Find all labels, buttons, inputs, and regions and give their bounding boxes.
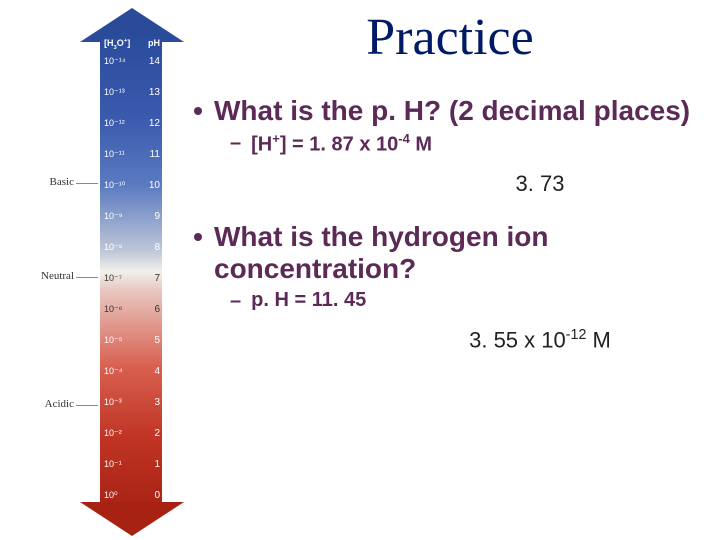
answer-1: 3. 73 bbox=[190, 171, 710, 197]
h3o-value: 10⁻⁶ bbox=[104, 304, 122, 315]
question-2-given: – p. H = 11. 45 bbox=[190, 289, 710, 313]
h3o-value: 10⁻³ bbox=[104, 397, 122, 408]
ph-value: 7 bbox=[154, 273, 160, 284]
ph-value: 2 bbox=[154, 428, 160, 439]
label-acidic: Acidic bbox=[8, 398, 74, 410]
scale-row: 10⁻¹¹ 11 bbox=[104, 149, 160, 160]
ph-value: 11 bbox=[150, 149, 160, 160]
slide-content: Practice What is the p. H? (2 decimal pl… bbox=[190, 8, 710, 378]
ph-value: 8 bbox=[154, 242, 160, 253]
h3o-value: 10⁻⁴ bbox=[104, 366, 123, 377]
scale-row: 10⁻² 2 bbox=[104, 428, 160, 439]
slide-title: Practice bbox=[190, 8, 710, 67]
question-1: What is the p. H? (2 decimal places) bbox=[190, 95, 710, 127]
ph-value: 10 bbox=[149, 180, 160, 191]
scale-row: 10⁻¹ 1 bbox=[104, 459, 160, 470]
scale-row: 10⁰ 0 bbox=[104, 490, 160, 501]
ph-value: 12 bbox=[149, 118, 160, 129]
bullet-icon bbox=[194, 107, 202, 115]
question-1-text: What is the p. H? (2 decimal places) bbox=[214, 95, 690, 127]
question-2: What is the hydrogen ion concentration? bbox=[190, 221, 710, 285]
h3o-value: 10⁻⁷ bbox=[104, 273, 122, 284]
ph-header: pH bbox=[148, 38, 160, 51]
ph-value: 0 bbox=[154, 490, 160, 501]
tick-basic bbox=[76, 183, 98, 184]
scale-row: 10⁻¹² 12 bbox=[104, 118, 160, 129]
label-neutral: Neutral bbox=[8, 270, 74, 282]
question-2-given-text: p. H = 11. 45 bbox=[251, 289, 366, 312]
h3o-header: [H3O+] bbox=[104, 38, 130, 51]
dash-icon: – bbox=[230, 131, 241, 155]
scale-row: 10⁻⁵ 5 bbox=[104, 335, 160, 346]
bullet-icon bbox=[194, 233, 202, 241]
question-1-given-text: [H+] = 1. 87 x 10-4 M bbox=[251, 131, 432, 157]
scale-row: 10⁻⁶ 6 bbox=[104, 304, 160, 315]
scale-header: [H3O+] pH bbox=[104, 38, 160, 51]
answer-2: 3. 55 x 10-12 M bbox=[190, 327, 710, 353]
ph-value: 6 bbox=[154, 304, 160, 315]
h3o-value: 10⁻⁵ bbox=[104, 335, 123, 346]
h3o-value: 10⁻¹¹ bbox=[104, 149, 125, 160]
h3o-value: 10⁻² bbox=[104, 428, 122, 439]
arrow-down-icon bbox=[80, 502, 184, 536]
tick-neutral bbox=[76, 277, 98, 278]
ph-value: 13 bbox=[149, 87, 160, 98]
question-2-text: What is the hydrogen ion concentration? bbox=[214, 221, 710, 285]
h3o-value: 10⁰ bbox=[104, 490, 118, 501]
scale-row: 10⁻¹⁴ 14 bbox=[104, 56, 160, 67]
tick-acidic bbox=[76, 405, 98, 406]
label-basic: Basic bbox=[8, 176, 74, 188]
ph-value: 1 bbox=[154, 459, 160, 470]
h3o-value: 10⁻¹ bbox=[104, 459, 122, 470]
scale-row: 10⁻³ 3 bbox=[104, 397, 160, 408]
dash-icon: – bbox=[230, 289, 241, 313]
ph-value: 4 bbox=[154, 366, 160, 377]
ph-value: 9 bbox=[154, 211, 160, 222]
scale-row: 10⁻⁷ 7 bbox=[104, 273, 160, 284]
h3o-value: 10⁻¹³ bbox=[104, 87, 125, 98]
scale-row: 10⁻¹⁰ 10 bbox=[104, 180, 160, 191]
ph-value: 5 bbox=[154, 335, 160, 346]
ph-scale-diagram: [H3O+] pH 10⁻¹⁴1410⁻¹³1310⁻¹²1210⁻¹¹1110… bbox=[8, 8, 178, 532]
h3o-value: 10⁻¹⁴ bbox=[104, 56, 126, 67]
ph-value: 14 bbox=[149, 56, 160, 67]
ph-value: 3 bbox=[154, 397, 160, 408]
scale-row: 10⁻¹³ 13 bbox=[104, 87, 160, 98]
h3o-value: 10⁻¹² bbox=[104, 118, 125, 129]
scale-row: 10⁻⁴ 4 bbox=[104, 366, 160, 377]
scale-row: 10⁻⁸ 8 bbox=[104, 242, 160, 253]
h3o-value: 10⁻⁸ bbox=[104, 242, 123, 253]
scale-row: 10⁻⁹ 9 bbox=[104, 211, 160, 222]
h3o-value: 10⁻⁹ bbox=[104, 211, 123, 222]
h3o-value: 10⁻¹⁰ bbox=[104, 180, 125, 191]
question-1-given: – [H+] = 1. 87 x 10-4 M bbox=[190, 131, 710, 157]
